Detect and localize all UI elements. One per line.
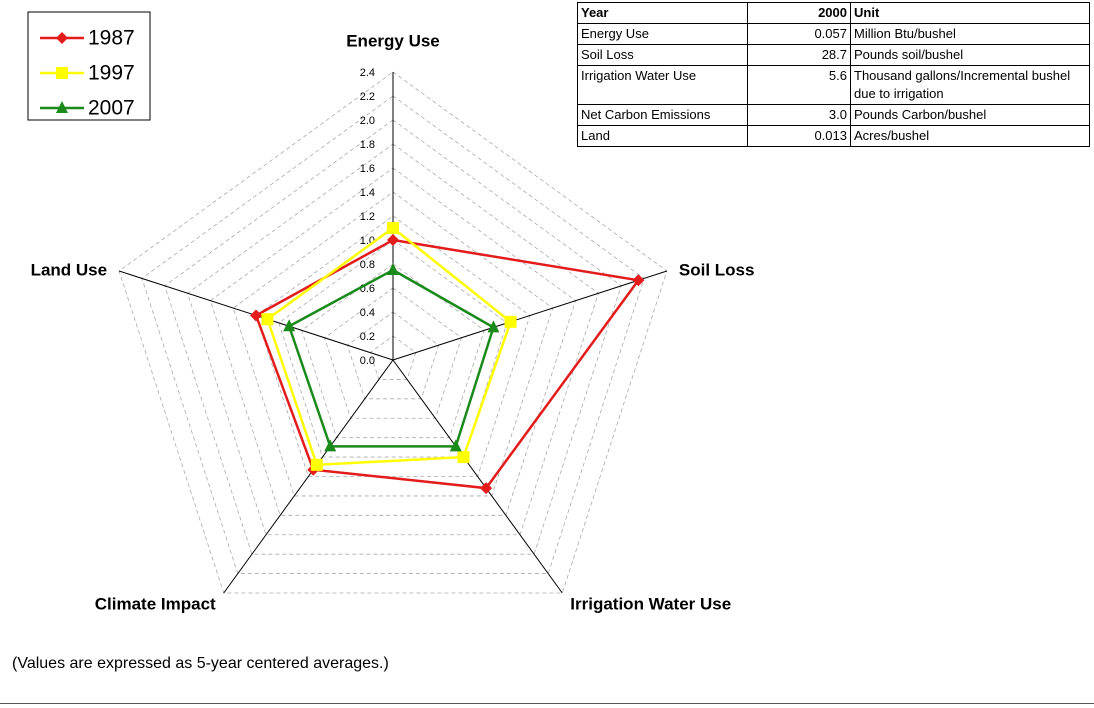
r-tick-label: 1.6	[360, 163, 375, 175]
r-tick-label: 0.0	[360, 355, 375, 367]
table-cell: Soil Loss	[577, 44, 748, 66]
table-row: Energy Use 0.057 Million Btu/bushel	[577, 23, 1090, 45]
r-tick-label: 1.8	[360, 139, 375, 151]
table-cell: Million Btu/bushel	[850, 23, 1090, 45]
table-cell: Irrigation Water Use	[577, 65, 748, 105]
data-point	[56, 101, 68, 113]
table-row: Land 0.013 Acres/bushel	[577, 125, 1090, 147]
grid-ring	[118, 71, 668, 594]
table-row: Soil Loss 28.7 Pounds soil/bushel	[577, 44, 1090, 66]
data-point	[283, 319, 296, 332]
bottom-rule	[0, 703, 1094, 704]
axis-label: Energy Use	[346, 31, 440, 50]
data-point	[56, 32, 68, 44]
data-point	[487, 320, 500, 333]
r-tick-label: 0.4	[360, 307, 375, 319]
data-point	[480, 482, 493, 495]
r-tick-label: 1.4	[360, 187, 375, 199]
table-cell: Land	[577, 125, 748, 147]
data-point	[387, 234, 399, 246]
data-point	[261, 313, 274, 326]
series-line	[254, 238, 641, 490]
data-point	[387, 222, 399, 234]
info-table: Year 2000 Unit Energy Use 0.057 Million Bt…	[577, 2, 1090, 147]
grid-ring	[346, 311, 440, 400]
axis-label: Climate Impact	[95, 594, 216, 613]
grid-ring	[301, 263, 485, 439]
axis-spoke	[223, 359, 394, 594]
table-cell: 0.057	[747, 23, 851, 45]
table-header: Year 2000 Unit	[577, 2, 1090, 24]
series-line	[287, 268, 495, 448]
r-tick-label: 0.2	[360, 331, 375, 343]
legend-box	[27, 11, 151, 121]
r-tick-label: 2.4	[360, 67, 375, 79]
table-cell: Pounds soil/bushel	[850, 44, 1090, 66]
grid-ring	[369, 335, 417, 380]
legend-label: 1997	[88, 62, 135, 85]
table-cell: Pounds Carbon/bushel	[850, 104, 1090, 126]
legend-label: 2007	[88, 97, 135, 120]
table-row: Net Carbon Emissions 3.0 Pounds Carbon/bus…	[577, 104, 1090, 126]
data-point	[449, 439, 462, 452]
data-point	[632, 274, 645, 287]
table-cell: Acres/bushel	[850, 125, 1090, 147]
grid-ring	[324, 287, 462, 419]
header-cell: Year	[577, 2, 748, 24]
axis-spoke	[392, 270, 668, 361]
data-point	[250, 309, 263, 322]
table-cell: 28.7	[747, 44, 851, 66]
series-line	[265, 226, 513, 467]
data-point	[324, 439, 337, 452]
r-tick-label: 2.2	[360, 91, 375, 103]
grid-ring	[209, 167, 577, 516]
data-point	[56, 67, 68, 79]
grid-ring	[278, 239, 508, 458]
legend-label: 1987	[88, 27, 135, 50]
r-tick-label: 0.8	[360, 259, 375, 271]
data-point	[457, 451, 470, 464]
axis-label: Irrigation Water Use	[570, 594, 731, 613]
table-cell: Thousand gallons/Incremental bushel due …	[850, 65, 1090, 105]
table-row: Irrigation Water Use 5.6 Thousand gallons/…	[577, 65, 1090, 105]
r-tick-label: 1.2	[360, 211, 375, 223]
r-tick-label: 2.0	[360, 115, 375, 127]
data-point	[387, 263, 399, 275]
data-point	[504, 315, 517, 328]
axis-label: Land Use	[31, 260, 108, 279]
header-cell: 2000	[747, 2, 851, 24]
axis-label: Soil Loss	[679, 260, 755, 279]
data-point	[310, 458, 323, 471]
axis-spoke	[392, 359, 563, 594]
table-cell: Net Carbon Emissions	[577, 104, 748, 126]
table-cell: 3.0	[747, 104, 851, 126]
table-cell: 5.6	[747, 65, 851, 105]
grid-ring	[232, 191, 554, 497]
header-cell: Unit	[850, 2, 1090, 24]
annotation: (Values are expressed as 5-year centered…	[12, 655, 389, 672]
table-cell: 0.013	[747, 125, 851, 147]
grid-ring	[255, 215, 531, 477]
table-cell: Energy Use	[577, 23, 748, 45]
